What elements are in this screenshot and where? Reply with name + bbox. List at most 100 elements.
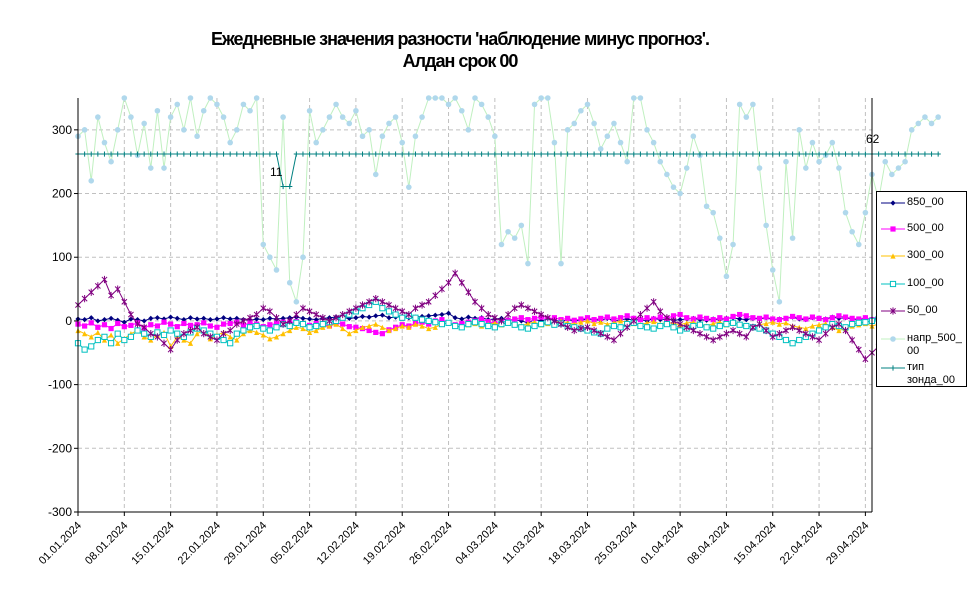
data-point bbox=[254, 151, 260, 157]
data-point bbox=[445, 279, 452, 287]
data-point bbox=[108, 151, 114, 157]
data-point bbox=[220, 114, 227, 120]
data-point bbox=[293, 299, 300, 305]
data-point bbox=[822, 324, 829, 331]
data-point bbox=[220, 321, 227, 327]
data-point bbox=[227, 316, 233, 322]
data-point bbox=[320, 127, 326, 133]
data-point bbox=[141, 330, 148, 337]
data-point bbox=[287, 183, 293, 190]
data-point bbox=[737, 151, 743, 157]
data-point bbox=[267, 315, 273, 321]
data-point bbox=[154, 333, 161, 341]
data-point bbox=[254, 316, 260, 322]
data-point bbox=[220, 151, 227, 157]
data-point bbox=[366, 127, 372, 133]
data-point bbox=[247, 320, 253, 326]
data-point bbox=[895, 151, 902, 157]
annotation-end: 62 bbox=[866, 132, 880, 146]
data-point bbox=[167, 114, 174, 120]
data-point bbox=[82, 331, 88, 337]
data-point bbox=[545, 151, 551, 157]
data-point bbox=[234, 127, 240, 133]
data-point bbox=[492, 320, 498, 326]
data-point bbox=[399, 323, 405, 329]
data-point bbox=[836, 151, 842, 157]
data-point bbox=[836, 327, 842, 334]
data-point bbox=[703, 324, 710, 331]
data-point bbox=[353, 324, 359, 330]
data-point bbox=[452, 322, 459, 330]
data-point bbox=[339, 310, 346, 319]
data-point bbox=[121, 151, 127, 157]
data-point bbox=[134, 151, 141, 157]
data-point bbox=[194, 331, 200, 337]
data-point bbox=[677, 190, 683, 197]
data-point bbox=[531, 315, 538, 321]
data-point bbox=[544, 314, 551, 322]
data-point bbox=[121, 319, 127, 325]
data-point bbox=[412, 304, 419, 312]
data-point bbox=[630, 317, 637, 325]
data-point bbox=[631, 95, 637, 101]
data-point bbox=[890, 200, 896, 206]
data-point bbox=[419, 114, 425, 120]
data-point bbox=[750, 315, 756, 321]
data-point bbox=[842, 326, 849, 335]
data-point bbox=[82, 323, 88, 329]
data-point bbox=[856, 316, 862, 322]
data-point bbox=[247, 107, 253, 114]
data-point bbox=[207, 323, 213, 329]
data-point bbox=[240, 317, 247, 325]
data-point bbox=[584, 151, 591, 157]
data-point bbox=[571, 120, 578, 127]
data-point bbox=[862, 315, 868, 321]
legend-label: 50_00 bbox=[907, 304, 938, 316]
data-point bbox=[842, 314, 849, 320]
data-point bbox=[670, 313, 677, 319]
data-point bbox=[82, 317, 88, 323]
data-point bbox=[890, 253, 896, 259]
data-point bbox=[571, 326, 578, 335]
data-point bbox=[247, 151, 253, 157]
data-point bbox=[663, 314, 670, 322]
data-point bbox=[187, 315, 194, 321]
data-point bbox=[783, 158, 789, 165]
data-point bbox=[319, 321, 326, 328]
data-point bbox=[498, 317, 505, 325]
data-point bbox=[313, 327, 319, 334]
data-point bbox=[438, 285, 445, 293]
data-point bbox=[399, 139, 406, 146]
data-point bbox=[115, 340, 121, 346]
data-point bbox=[803, 316, 809, 322]
data-point bbox=[710, 209, 716, 216]
data-point bbox=[353, 151, 359, 157]
data-point bbox=[650, 298, 657, 306]
data-point bbox=[214, 324, 220, 330]
data-point bbox=[862, 355, 869, 363]
data-point bbox=[723, 321, 730, 328]
data-point bbox=[108, 291, 115, 300]
x-tick-label: 29.04.2024 bbox=[824, 520, 871, 567]
data-point bbox=[366, 298, 373, 306]
legend-label: напр_500_00 bbox=[907, 332, 962, 357]
data-point bbox=[776, 317, 782, 323]
data-point bbox=[710, 151, 716, 157]
data-point bbox=[836, 313, 842, 319]
data-point bbox=[743, 114, 750, 120]
data-point bbox=[326, 151, 333, 157]
data-point bbox=[617, 324, 624, 331]
x-tick-label: 11.03.2024 bbox=[500, 520, 547, 567]
data-point bbox=[174, 324, 180, 330]
data-point bbox=[789, 323, 796, 331]
data-point bbox=[214, 316, 220, 322]
data-point bbox=[862, 319, 869, 326]
data-point bbox=[260, 317, 266, 323]
data-point bbox=[174, 151, 180, 157]
data-point bbox=[280, 183, 286, 190]
data-point bbox=[154, 315, 160, 321]
data-point bbox=[340, 321, 346, 327]
data-point bbox=[181, 320, 187, 327]
data-point bbox=[280, 114, 286, 120]
data-point bbox=[816, 151, 822, 157]
